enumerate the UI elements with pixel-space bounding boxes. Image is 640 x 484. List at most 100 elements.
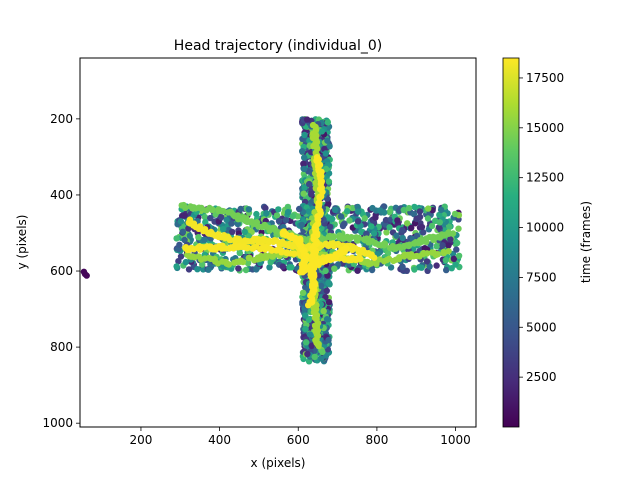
scatter-point — [445, 248, 452, 255]
scatter-point — [349, 204, 356, 212]
scatter-point — [324, 137, 331, 144]
scatter-point — [322, 150, 329, 157]
scatter-point — [420, 229, 427, 236]
scatter-point — [302, 339, 310, 346]
x-tick-label: 400 — [208, 433, 231, 447]
scatter-point — [319, 348, 326, 356]
colorbar-tick-label: 7500 — [526, 270, 557, 284]
scatter-point — [330, 233, 337, 240]
scatter-point — [217, 214, 225, 221]
scatter-point — [433, 243, 440, 250]
colorbar-tick-label: 12500 — [526, 171, 564, 185]
scatter-point — [308, 191, 315, 198]
scatter-point — [423, 250, 431, 257]
scatter-point — [325, 279, 332, 286]
scatter-point — [325, 299, 333, 306]
scatter-point — [305, 358, 313, 365]
scatter-point — [370, 230, 378, 237]
scatter-point — [229, 228, 236, 236]
scatter-point — [416, 213, 424, 221]
scatter-point — [207, 214, 214, 222]
scatter-point — [266, 264, 273, 271]
scatter-point — [361, 215, 368, 222]
y-axis: 200 400 600 800 1000 — [42, 112, 80, 430]
scatter-point — [299, 289, 307, 296]
scatter-point — [447, 236, 454, 243]
scatter-point — [185, 266, 193, 273]
scatter-point — [83, 272, 90, 279]
scatter-point — [316, 193, 323, 201]
scatter-point — [416, 208, 423, 215]
scatter-point — [317, 282, 325, 290]
scatter-point — [396, 254, 403, 261]
scatter-point — [348, 234, 355, 241]
scatter-point — [300, 190, 307, 197]
scatter-point — [394, 217, 401, 224]
scatter-point — [306, 331, 314, 338]
scatter-point — [411, 203, 418, 211]
scatter-point — [304, 350, 311, 358]
scatter-points — [80, 116, 463, 365]
y-tick-label: 200 — [50, 112, 73, 126]
scatter-point — [308, 342, 315, 349]
scatter-point — [418, 223, 426, 231]
colorbar-tick-label: 5000 — [526, 320, 557, 334]
scatter-point — [182, 258, 189, 266]
scatter-point — [263, 210, 270, 217]
scatter-point — [275, 206, 282, 213]
x-tick-label: 1000 — [440, 433, 471, 447]
scatter-point — [205, 266, 212, 273]
scatter-point — [182, 204, 189, 211]
scatter-point — [383, 229, 390, 236]
y-tick-label: 400 — [50, 188, 73, 202]
scatter-point — [235, 216, 242, 223]
scatter-point — [381, 240, 389, 248]
scatter-point — [434, 251, 441, 258]
scatter-point — [337, 213, 345, 220]
scatter-point — [436, 211, 443, 219]
scatter-point — [452, 261, 459, 268]
scatter-point — [245, 206, 253, 213]
scatter-point — [305, 302, 312, 309]
scatter-point — [198, 204, 205, 212]
scatter-point — [408, 224, 415, 232]
scatter-point — [346, 217, 353, 224]
scatter-point — [302, 312, 309, 319]
scatter-point — [318, 128, 326, 135]
scatter-point — [450, 255, 458, 262]
scatter-point — [363, 230, 370, 237]
scatter-point — [371, 254, 378, 261]
scatter-point — [306, 180, 313, 188]
scatter-point — [209, 206, 216, 213]
scatter-point — [393, 232, 400, 239]
scatter-point — [194, 266, 201, 273]
scatter-point — [301, 131, 308, 139]
scatter-point — [354, 218, 362, 225]
scatter-point — [177, 218, 185, 225]
scatter-point — [386, 208, 393, 216]
scatter-point — [368, 223, 375, 230]
scatter-point — [404, 220, 411, 227]
scatter-point — [279, 263, 286, 270]
scatter-point — [244, 259, 252, 266]
scatter-point — [334, 261, 342, 268]
scatter-point — [405, 204, 413, 212]
scatter-point — [355, 208, 362, 215]
colorbar-tick-label: 10000 — [526, 221, 564, 235]
scatter-point — [357, 255, 364, 262]
colorbar-label: time (frames) — [579, 201, 593, 283]
scatter-point — [326, 143, 333, 150]
scatter-point — [226, 237, 234, 244]
scatter-point — [399, 263, 406, 271]
scatter-point — [396, 243, 403, 250]
scatter-point — [268, 247, 276, 254]
scatter-point — [455, 252, 463, 259]
x-axis: 200 400 600 800 1000 — [130, 427, 471, 447]
scatter-point — [325, 178, 333, 185]
scatter-point — [442, 256, 449, 264]
scatter-point — [322, 165, 330, 173]
y-tick-label: 600 — [50, 264, 73, 278]
scatter-point — [423, 258, 431, 265]
scatter-point — [253, 210, 260, 218]
